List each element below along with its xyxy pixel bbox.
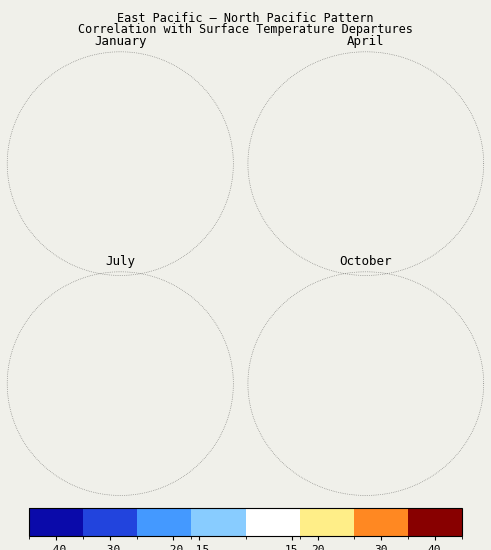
Text: April: April (347, 35, 384, 48)
Text: Correlation with Surface Temperature Departures: Correlation with Surface Temperature Dep… (78, 23, 413, 36)
Text: East Pacific – North Pacific Pattern: East Pacific – North Pacific Pattern (117, 12, 374, 25)
Text: October: October (340, 255, 392, 268)
Text: January: January (94, 35, 146, 48)
Text: July: July (105, 255, 136, 268)
